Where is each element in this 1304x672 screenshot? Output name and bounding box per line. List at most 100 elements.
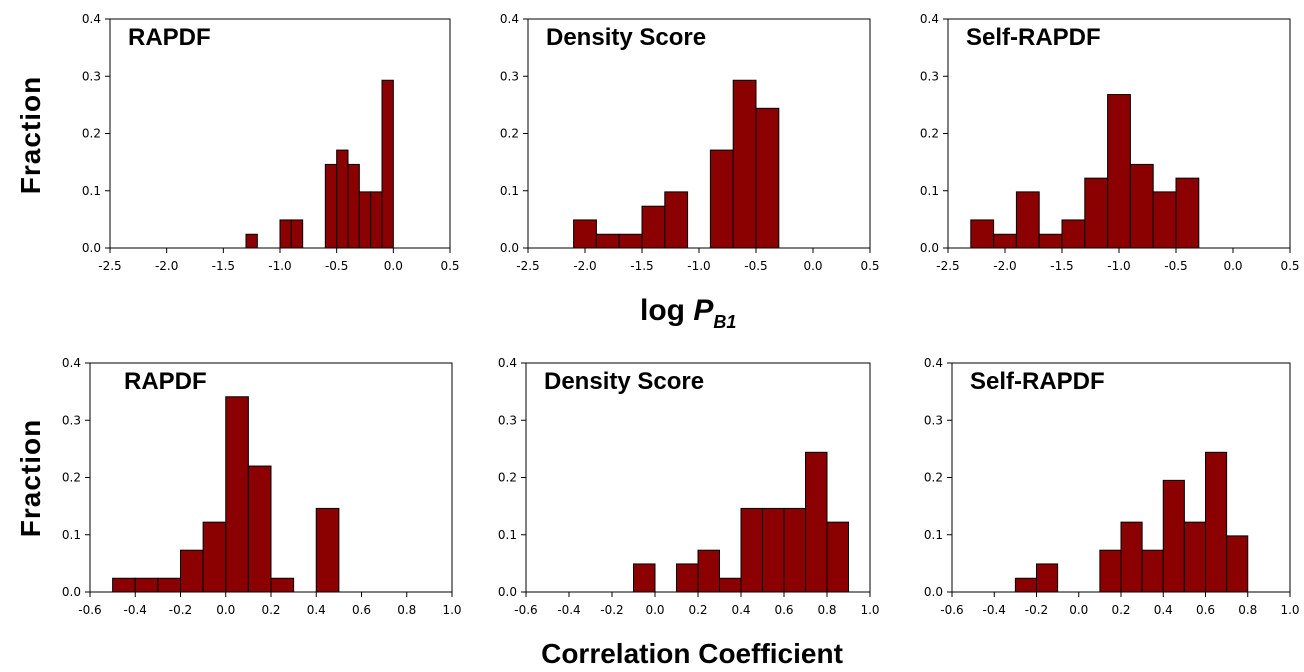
- histogram-bar: [324, 163, 338, 249]
- x-tick-label: -2.5: [516, 259, 539, 273]
- histogram-bar: [112, 577, 136, 593]
- x-tick-label: -2.5: [936, 259, 959, 273]
- x-axis-label-top-var: P: [693, 294, 714, 327]
- histogram-bar: [740, 507, 763, 593]
- histogram-bar: [970, 219, 995, 249]
- histogram-bar: [370, 191, 383, 249]
- y-tick-label: 0.3: [62, 413, 81, 427]
- histogram-bar: [709, 149, 734, 249]
- x-tick-label: -1.5: [630, 259, 653, 273]
- histogram-bar: [1061, 219, 1086, 249]
- x-tick-label: 0.4: [307, 603, 326, 617]
- histogram-bar: [1175, 177, 1200, 249]
- y-tick-label: 0.1: [924, 528, 943, 542]
- x-tick-label: -1.0: [268, 259, 291, 273]
- x-tick-label: -0.4: [124, 603, 147, 617]
- x-tick-label: 0.0: [645, 603, 664, 617]
- histogram-bar: [225, 396, 249, 593]
- histogram-bar: [755, 107, 780, 249]
- x-tick-label: -0.5: [744, 259, 767, 273]
- histogram-bar: [1205, 451, 1228, 593]
- histogram-panel-5: -0.6 -0.4 -0.2 0.0 0.2 0.4 0.6 0.8 1.0 0.0 0.1 0.2 0…: [498, 356, 880, 617]
- histogram-bar: [805, 451, 828, 593]
- histogram-bar: [1152, 191, 1177, 249]
- x-tick-label: 0.4: [731, 603, 750, 617]
- histogram-bar: [719, 577, 742, 593]
- y-tick-label: 0.0: [924, 585, 943, 599]
- histogram-bar: [1099, 549, 1122, 593]
- x-tick-label: -2.5: [98, 259, 121, 273]
- y-tick-label: 0.2: [82, 127, 101, 141]
- x-tick-label: 0.2: [261, 603, 280, 617]
- x-axis-label-top-prefix: log: [640, 294, 693, 327]
- histogram-bar: [595, 233, 620, 249]
- y-tick-label: 0.2: [924, 471, 943, 485]
- y-tick-label: 0.4: [82, 12, 101, 26]
- x-axis-label-top-sub: B1: [713, 312, 736, 332]
- histogram-panel-4: -0.6 -0.4 -0.2 0.0 0.2 0.4 0.6 0.8 1.0 0.0 0.1 0.2 0…: [62, 356, 462, 617]
- histogram-bar: [290, 219, 304, 249]
- x-tick-label: -0.4: [557, 603, 580, 617]
- y-axis-label-bottom: Fraction: [15, 419, 46, 537]
- x-axis-label-bottom: Correlation Coefficient: [541, 638, 843, 669]
- histogram-bar: [697, 549, 720, 593]
- y-tick-label: 0.3: [82, 69, 101, 83]
- x-tick-label: -2.0: [573, 259, 596, 273]
- histogram-bar: [315, 507, 340, 593]
- histogram-panel-6: -0.6 -0.4 -0.2 0.0 0.2 0.4 0.6 0.8 1.0 0.0 0.1 0.2 0…: [924, 356, 1300, 617]
- histogram-bar: [358, 191, 372, 249]
- x-tick-label: -0.4: [983, 603, 1006, 617]
- x-tick-label: 0.6: [1196, 603, 1215, 617]
- y-tick-label: 0.2: [62, 471, 81, 485]
- histogram-panel-1: -2.5 -2.0 -1.5 -1.0 -0.5 0.0 0.5 0.0 0.1 0.2 0.3 0.…: [82, 12, 460, 273]
- x-tick-label: -1.5: [1050, 259, 1073, 273]
- histogram-bar: [247, 465, 272, 593]
- y-tick-label: 0.0: [498, 585, 517, 599]
- histogram-bar: [732, 79, 757, 249]
- x-tick-label: 0.4: [1154, 603, 1173, 617]
- histogram-bar: [826, 521, 849, 593]
- x-tick-label: 0.6: [774, 603, 793, 617]
- x-tick-label: 1.0: [442, 603, 461, 617]
- histogram-bar: [347, 163, 360, 249]
- y-tick-label: 0.1: [82, 184, 101, 198]
- y-tick-label: 0.2: [498, 471, 517, 485]
- histogram-panel-2: -2.5 -2.0 -1.5 -1.0 -0.5 0.0 0.5 0.0 0.1 0.2 0.3 0.…: [500, 12, 880, 273]
- plot-frame: [527, 18, 871, 249]
- histogram-bar: [1014, 577, 1037, 593]
- y-tick-label: 0.3: [500, 69, 519, 83]
- x-tick-label: 0.8: [397, 603, 416, 617]
- panels: -2.5 -2.0 -1.5 -1.0 -0.5 0.0 0.5 0.0 0.1 0.2 0.3 0.…: [62, 12, 1300, 617]
- x-axis-label-top: log PB1: [640, 294, 736, 332]
- y-tick-label: 0.3: [920, 69, 939, 83]
- x-tick-label: -0.2: [1025, 603, 1048, 617]
- x-tick-label: 0.8: [817, 603, 836, 617]
- y-tick-label: 0.1: [62, 528, 81, 542]
- x-tick-label: -0.2: [169, 603, 192, 617]
- panel-title: Density Score: [544, 368, 704, 395]
- x-tick-label: 0.0: [1223, 259, 1242, 273]
- y-tick-label: 0.3: [924, 413, 943, 427]
- y-tick-label: 0.0: [500, 241, 519, 255]
- y-axis-label-top: Fraction: [15, 76, 46, 194]
- y-tick-label: 0.1: [498, 528, 517, 542]
- histogram-bar: [1038, 233, 1063, 249]
- x-tick-label: -0.5: [325, 259, 348, 273]
- plot-frame: [109, 18, 451, 249]
- x-tick-label: 0.2: [1111, 603, 1130, 617]
- x-tick-label: -0.6: [78, 603, 101, 617]
- x-tick-label: -1.5: [212, 259, 235, 273]
- histogram-bar: [1015, 191, 1040, 249]
- x-tick-label: -0.5: [1164, 259, 1187, 273]
- histogram-bar: [1141, 549, 1164, 593]
- x-tick-label: -0.6: [514, 603, 537, 617]
- x-tick-label: 0.2: [688, 603, 707, 617]
- histogram-bar: [1084, 177, 1109, 249]
- histogram-bar: [381, 79, 394, 249]
- histogram-bar: [245, 233, 258, 249]
- panel-title: Density Score: [546, 24, 706, 51]
- y-tick-label: 0.0: [82, 241, 101, 255]
- histogram-bar: [573, 219, 597, 249]
- histogram-bar: [676, 563, 699, 593]
